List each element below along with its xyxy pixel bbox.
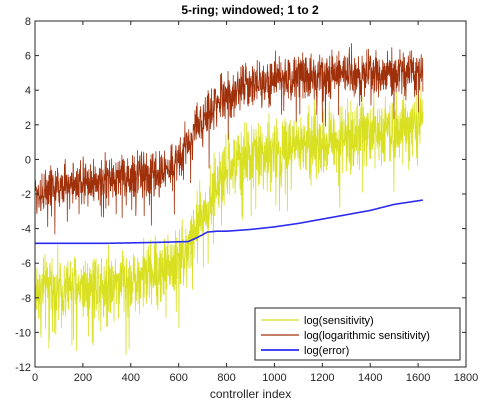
x-tick-label: 1200 xyxy=(310,372,334,384)
y-tick-label: 8 xyxy=(25,16,31,28)
plot-lines xyxy=(34,43,424,356)
series-line-1 xyxy=(34,85,424,356)
legend: log(sensitivity) log(logarithmic sensitiv… xyxy=(254,307,461,361)
x-tick-label: 600 xyxy=(169,372,187,384)
x-tick-label: 1800 xyxy=(454,372,478,384)
x-axis: 0 200 400 600 800 1000 1200 1400 1600 1800 xyxy=(32,21,478,384)
y-tick-label: 4 xyxy=(25,85,31,97)
y-tick-label: -6 xyxy=(21,258,31,270)
x-axis-label: controller index xyxy=(210,387,291,401)
y-axis: -12 -10 -8 -6 -4 -2 0 2 4 6 8 xyxy=(15,16,466,374)
y-tick-label: -2 xyxy=(21,189,31,201)
y-tick-label: 0 xyxy=(25,154,31,166)
y-tick-label: -8 xyxy=(21,293,31,305)
legend-box xyxy=(254,307,461,361)
x-tick-label: 0 xyxy=(32,372,38,384)
y-tick-label: -10 xyxy=(15,327,31,339)
legend-label: log(logarithmic sensitivity) xyxy=(304,330,430,342)
legend-label: log(sensitivity) xyxy=(304,315,374,327)
chart-title: 5-ring; windowed; 1 to 2 xyxy=(181,3,319,17)
x-tick-label: 1600 xyxy=(406,372,430,384)
x-tick-label: 1000 xyxy=(262,372,286,384)
legend-label: log(error) xyxy=(304,345,349,357)
x-tick-label: 400 xyxy=(122,372,140,384)
y-tick-label: -12 xyxy=(15,362,31,374)
y-tick-label: 2 xyxy=(25,120,31,132)
x-tick-label: 200 xyxy=(74,372,92,384)
y-tick-label: -4 xyxy=(21,224,31,236)
series-line-2 xyxy=(34,43,424,235)
x-tick-label: 1400 xyxy=(358,372,382,384)
series-line-3 xyxy=(34,199,424,245)
y-tick-label: 6 xyxy=(25,51,31,63)
x-tick-label: 800 xyxy=(217,372,235,384)
